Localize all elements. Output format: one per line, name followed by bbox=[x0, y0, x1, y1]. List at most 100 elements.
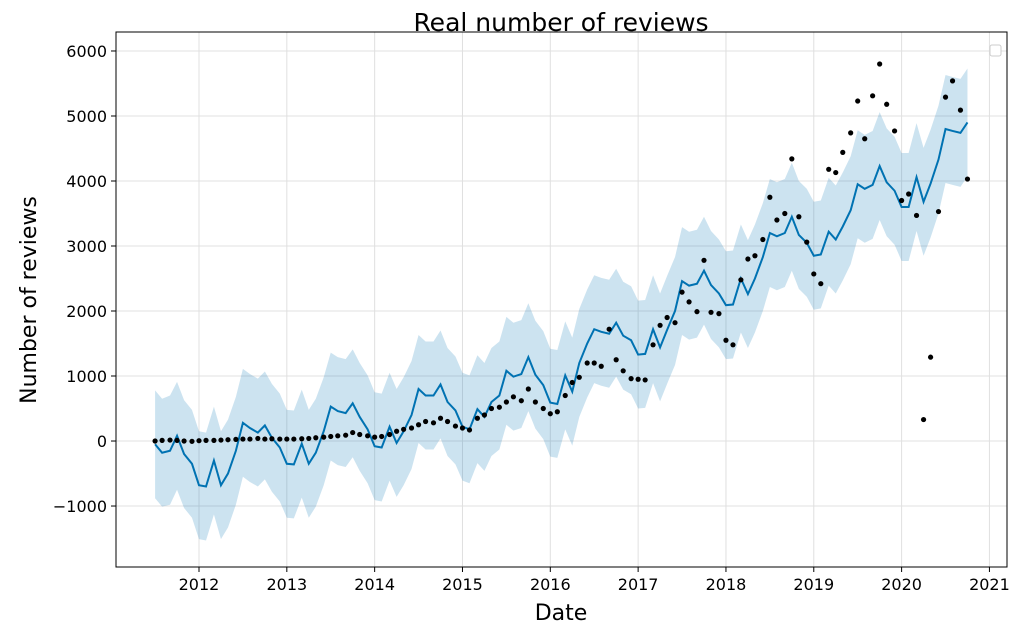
data-point bbox=[225, 437, 231, 443]
data-point bbox=[269, 436, 275, 442]
data-point bbox=[452, 423, 459, 429]
data-point bbox=[357, 431, 363, 438]
data-point bbox=[884, 101, 890, 107]
data-point bbox=[964, 176, 971, 182]
data-point bbox=[299, 436, 305, 442]
data-point bbox=[708, 309, 714, 315]
data-point bbox=[942, 94, 949, 100]
data-point bbox=[730, 342, 736, 348]
data-point bbox=[949, 78, 956, 84]
data-point bbox=[488, 405, 495, 412]
data-point bbox=[437, 415, 444, 421]
data-point bbox=[401, 426, 407, 432]
data-point bbox=[444, 418, 451, 425]
data-point bbox=[774, 217, 780, 223]
data-point bbox=[262, 436, 268, 442]
data-point bbox=[518, 398, 524, 404]
x-tick-label: 2020 bbox=[881, 575, 922, 594]
data-point bbox=[313, 435, 319, 441]
data-point bbox=[415, 422, 422, 428]
x-tick-label: 2019 bbox=[793, 575, 834, 594]
data-point bbox=[554, 409, 560, 415]
x-tick-label: 2016 bbox=[530, 575, 571, 594]
data-point bbox=[379, 433, 385, 440]
data-point bbox=[804, 239, 810, 245]
data-point bbox=[584, 360, 590, 366]
data-point bbox=[255, 435, 261, 442]
data-point bbox=[466, 427, 473, 433]
data-point bbox=[899, 197, 905, 204]
data-point bbox=[760, 236, 766, 243]
data-point bbox=[430, 420, 437, 426]
data-point bbox=[152, 438, 158, 444]
data-point bbox=[628, 376, 634, 382]
data-point bbox=[862, 136, 868, 142]
data-point bbox=[503, 399, 509, 405]
data-point bbox=[343, 432, 349, 438]
data-point bbox=[277, 436, 283, 442]
data-point bbox=[569, 379, 575, 386]
data-point bbox=[306, 435, 312, 442]
y-tick-label: 0 bbox=[97, 432, 107, 451]
chart-title: Real number of reviews bbox=[413, 8, 708, 37]
data-point bbox=[679, 289, 685, 295]
data-point bbox=[767, 194, 773, 200]
data-point bbox=[394, 428, 400, 434]
data-point bbox=[422, 418, 429, 425]
data-point bbox=[855, 98, 861, 104]
data-point bbox=[532, 399, 538, 405]
data-point bbox=[247, 436, 253, 442]
y-tick-label: 2000 bbox=[66, 302, 107, 321]
y-tick-label: −1000 bbox=[53, 497, 107, 516]
data-point bbox=[694, 309, 700, 315]
y-tick-label: 5000 bbox=[66, 107, 107, 126]
data-point bbox=[335, 433, 341, 439]
data-point bbox=[291, 436, 297, 442]
uncertainty-band bbox=[155, 68, 968, 541]
data-point bbox=[833, 169, 839, 176]
data-point bbox=[811, 271, 817, 277]
x-tick-label: 2012 bbox=[179, 575, 220, 594]
data-point bbox=[642, 377, 648, 383]
data-point bbox=[848, 130, 854, 136]
data-point bbox=[218, 437, 224, 443]
data-point bbox=[240, 436, 246, 442]
data-point bbox=[620, 368, 626, 374]
data-point bbox=[211, 437, 217, 443]
data-point bbox=[408, 425, 415, 431]
data-point bbox=[957, 107, 964, 113]
data-point bbox=[481, 412, 488, 418]
data-point bbox=[203, 437, 209, 443]
data-point bbox=[365, 433, 371, 439]
data-point bbox=[496, 404, 502, 410]
data-point bbox=[920, 416, 927, 423]
data-point bbox=[657, 322, 663, 328]
data-point bbox=[664, 314, 670, 321]
data-point bbox=[686, 299, 692, 305]
data-point bbox=[576, 374, 582, 380]
data-point bbox=[547, 411, 553, 417]
data-point bbox=[818, 281, 824, 287]
data-point bbox=[701, 257, 707, 263]
data-point bbox=[745, 256, 751, 262]
forecast-line bbox=[154, 121, 969, 488]
data-point bbox=[196, 438, 202, 444]
data-point bbox=[752, 253, 758, 259]
data-point bbox=[935, 208, 942, 215]
data-point bbox=[723, 337, 729, 343]
data-point bbox=[606, 326, 612, 332]
data-point bbox=[650, 342, 656, 348]
data-point bbox=[174, 437, 180, 443]
data-point bbox=[562, 392, 568, 399]
x-tick-label: 2014 bbox=[354, 575, 395, 594]
x-tick-label: 2018 bbox=[706, 575, 747, 594]
data-point bbox=[189, 438, 195, 444]
x-axis-label: Date bbox=[535, 601, 588, 626]
data-point bbox=[386, 431, 393, 438]
data-point bbox=[870, 93, 876, 99]
data-point bbox=[167, 437, 173, 443]
data-point bbox=[891, 128, 898, 134]
data-point bbox=[459, 425, 466, 431]
plot-frame bbox=[115, 31, 1008, 568]
